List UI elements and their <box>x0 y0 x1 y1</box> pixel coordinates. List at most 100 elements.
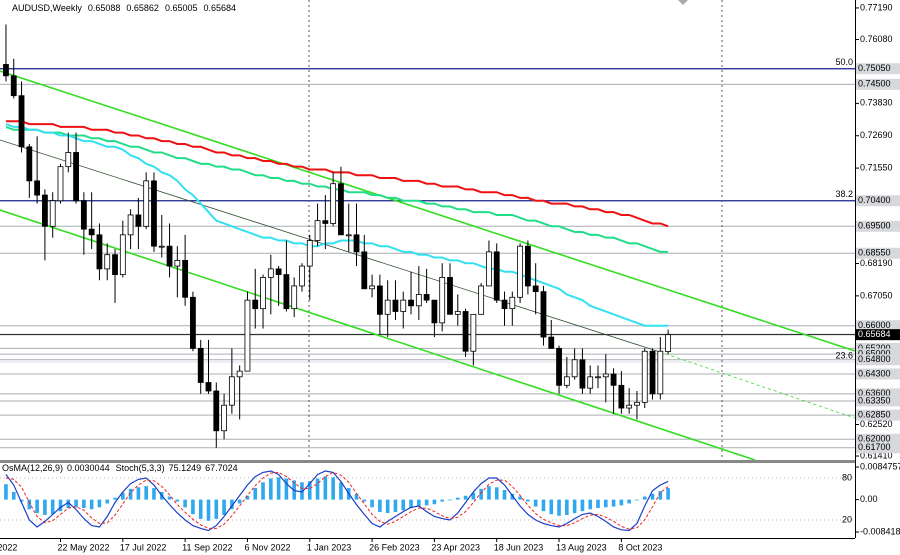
histogram-bar <box>66 499 71 509</box>
candle-body <box>49 200 56 227</box>
candle-body <box>509 296 516 310</box>
y-tick-label: 0.62520 <box>860 419 893 429</box>
histogram-bar <box>245 495 250 500</box>
level-label-box <box>856 247 900 259</box>
level-label-box <box>856 195 900 207</box>
candle-body <box>353 234 360 253</box>
y-tick-label: 0.72690 <box>860 130 893 140</box>
chart-header: AUDUSD,Weekly 0.65088 0.65862 0.65005 0.6568… <box>12 3 236 13</box>
histogram-bar <box>440 499 444 502</box>
shift-marker <box>678 0 688 5</box>
histogram-bar <box>487 486 491 500</box>
candle-body <box>104 254 111 270</box>
histogram-bar <box>261 482 265 500</box>
candle-body <box>579 359 586 389</box>
candle-body <box>392 299 399 312</box>
histogram-bar <box>401 499 406 511</box>
histogram-bar <box>50 499 55 515</box>
candle-body <box>595 376 601 379</box>
candle-body <box>135 214 142 227</box>
x-tick-label: 7 Mar 2022 <box>0 542 17 552</box>
candle-body <box>447 277 453 315</box>
histogram-bar <box>58 499 63 512</box>
candle-body <box>563 376 570 386</box>
channel-lower <box>0 209 756 460</box>
candle-body <box>127 214 134 236</box>
histogram-bar <box>11 491 16 500</box>
candle-body <box>65 152 72 168</box>
level-label-box <box>856 442 900 454</box>
y2-tick-label: 20 <box>842 514 852 524</box>
level-label: 0.64300 <box>858 368 891 378</box>
histogram-bar <box>417 499 421 507</box>
histogram-bar <box>284 478 289 500</box>
histogram-bar <box>323 476 328 500</box>
candle-body <box>517 245 523 298</box>
histogram-bar <box>424 499 429 506</box>
level-label: 0.63350 <box>858 395 891 405</box>
moving-average <box>5 123 669 327</box>
histogram-bar <box>253 488 258 500</box>
trend-line-extension <box>659 351 855 419</box>
histogram-bar <box>82 499 86 509</box>
candle-body <box>361 251 368 290</box>
histogram-bar <box>510 493 515 500</box>
histogram-bar <box>533 499 538 507</box>
level-label: 0.74500 <box>858 79 891 89</box>
histogram-bar <box>362 499 367 502</box>
levels <box>0 68 855 449</box>
level-label-box <box>856 388 900 400</box>
candle-body <box>665 334 672 352</box>
indicator-line <box>5 470 669 532</box>
y-tick-label: 0.76080 <box>860 34 893 44</box>
candle-body <box>143 180 150 227</box>
level-label: 0.62000 <box>858 434 891 444</box>
candle-body <box>657 350 664 395</box>
candle-body <box>423 294 430 301</box>
header-open: 0.65088 <box>88 3 121 13</box>
x-tick-label: 22 May 2022 <box>57 542 109 552</box>
fib-label: 50.0 <box>835 57 853 67</box>
histogram-bar <box>331 477 335 500</box>
candle-body <box>244 299 251 372</box>
histogram-bar <box>572 499 577 514</box>
histogram-bar <box>502 490 507 500</box>
candle-body <box>10 75 17 97</box>
candle-body <box>18 95 25 148</box>
candle-body <box>306 240 313 267</box>
histogram-bar <box>393 499 398 512</box>
histogram-bar <box>642 496 647 500</box>
histogram-bar <box>214 499 219 519</box>
y-tick-label: 0.71550 <box>860 162 893 172</box>
level-label: 0.69500 <box>858 221 891 231</box>
candle-body <box>400 299 407 312</box>
candle-body <box>649 350 656 395</box>
histogram-bar <box>448 499 452 501</box>
histogram-bar <box>222 499 226 515</box>
candle-body <box>267 268 274 278</box>
histogram-bar <box>19 499 24 502</box>
indicator-name: Stoch(5,3,3) <box>116 463 165 473</box>
candles <box>3 24 672 448</box>
indicator-name: OsMA(12,26,9) <box>2 463 63 473</box>
candle-body <box>602 373 609 378</box>
level-label: 0.63600 <box>858 388 891 398</box>
histogram-bar <box>191 499 195 515</box>
candle-body <box>369 285 375 290</box>
candle-body <box>610 373 617 386</box>
candle-body <box>26 146 33 182</box>
candle-body <box>626 404 633 409</box>
level-label: 0.64800 <box>858 354 891 364</box>
histogram-bar <box>339 482 343 500</box>
indicator-plot <box>0 470 855 532</box>
level-label-box <box>856 320 900 332</box>
x-tick-label: 23 Apr 2023 <box>431 542 480 552</box>
level-label-box <box>856 409 900 421</box>
histogram-bar <box>74 499 78 508</box>
histogram-bar <box>471 492 476 500</box>
x-tick-label: 18 Jun 2023 <box>494 542 544 552</box>
histogram-bar <box>588 499 593 510</box>
fib-label: 23.6 <box>835 350 853 360</box>
x-tick-label: 17 Jul 2022 <box>120 542 167 552</box>
